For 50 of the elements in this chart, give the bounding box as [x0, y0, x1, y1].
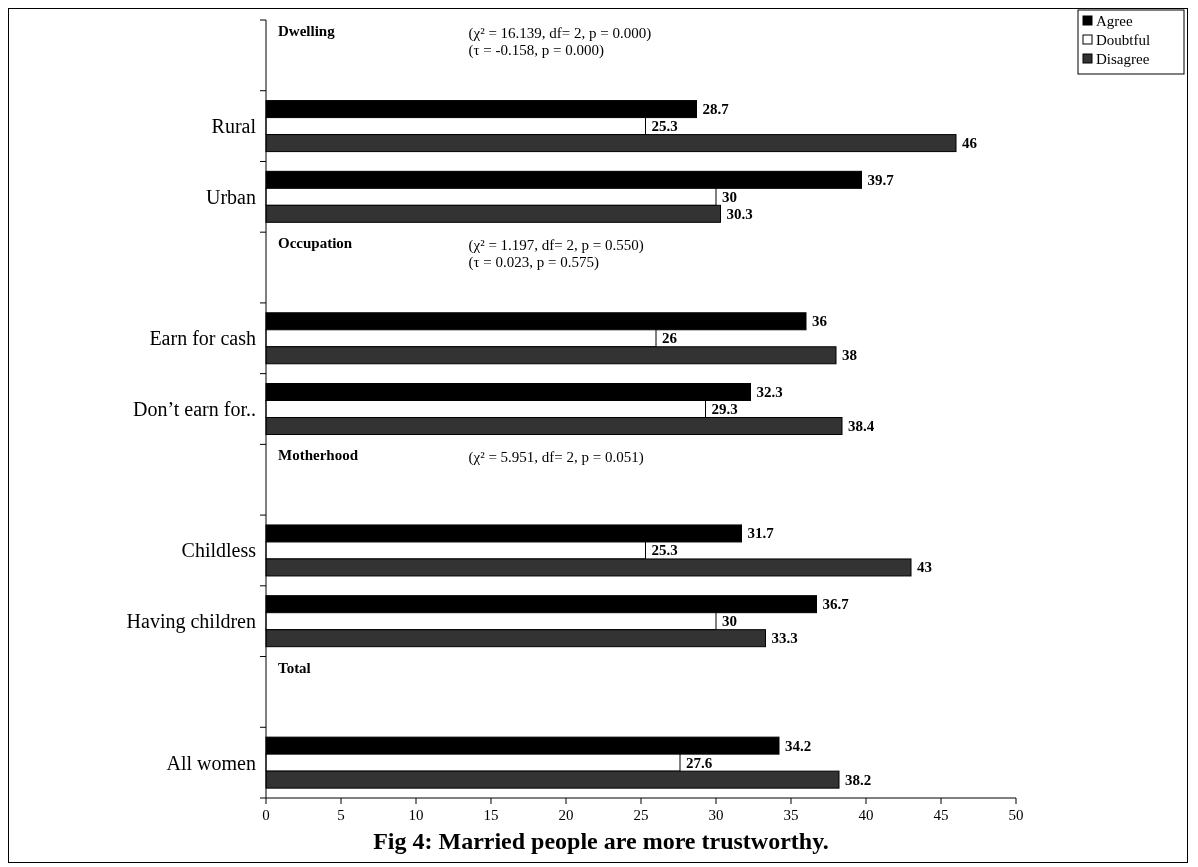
legend-label: Disagree	[1096, 51, 1150, 67]
data-label: 33.3	[771, 630, 798, 647]
x-tick-label: 30	[708, 807, 724, 823]
x-tick-label: 40	[858, 807, 874, 823]
annotation: (χ² = 5.951, df= 2, p = 0.051)	[468, 449, 644, 467]
x-tick-label: 50	[1008, 807, 1024, 823]
x-tick-label: 35	[783, 807, 799, 823]
y-tick-label: Rural	[211, 115, 257, 138]
x-tick-label: 20	[558, 807, 574, 823]
data-label: 39.7	[867, 171, 895, 188]
text: Fig 4: Married people are more trustworthy.	[373, 828, 829, 854]
x-tick-label: 10	[408, 807, 424, 823]
data-label: 38.2	[845, 771, 872, 788]
data-label: 30	[722, 613, 737, 630]
y-tick-label: All women	[166, 751, 256, 774]
y-tick-label: Dwelling	[278, 23, 336, 39]
y-tick-label: Total	[278, 659, 311, 676]
x-tick-label: 25	[633, 807, 649, 823]
data-label: 26	[662, 330, 678, 347]
data-label: 30	[722, 188, 737, 205]
x-tick-label: 45	[933, 807, 949, 823]
legend-label: Doubtful	[1096, 32, 1151, 48]
annotation: (χ² = 16.139, df= 2, p = 0.000) (τ = -0.158, p = 0.000)	[468, 25, 652, 59]
data-label: 25.3	[651, 118, 678, 135]
data-label: 38.4	[848, 418, 875, 434]
y-tick-label: Having children	[126, 610, 256, 634]
x-tick-label: 15	[483, 807, 499, 823]
data-label: 30.3	[726, 205, 753, 222]
y-tick-label: Motherhood	[278, 447, 359, 464]
y-tick-label: Don’t earn for..	[133, 398, 256, 420]
x-tick-label: 5	[337, 807, 345, 823]
data-label: 36.7	[822, 596, 850, 613]
x-tick-label: 0	[262, 807, 270, 823]
data-label: 34.2	[785, 737, 812, 754]
data-label: 46	[962, 135, 978, 152]
data-label: 36	[812, 313, 828, 330]
legend-label: Agree	[1096, 13, 1133, 29]
data-label: 31.7	[747, 525, 775, 542]
y-tick-label: Earn for cash	[149, 327, 256, 350]
data-label: 43	[917, 559, 932, 576]
annotation: (χ² = 1.197, df= 2, p = 0.550) (τ = 0.023, p = 0.575)	[468, 237, 644, 272]
data-label: 32.3	[756, 384, 783, 400]
y-tick-label: Childless	[181, 539, 257, 562]
data-label: 27.6	[686, 754, 713, 771]
data-label: 28.7	[702, 101, 730, 118]
y-tick-label: Urban	[206, 185, 256, 208]
data-label: 38	[842, 347, 857, 364]
y-tick-label: Occupation	[278, 235, 353, 252]
data-label: 25.3	[651, 542, 678, 559]
data-label: 29.3	[711, 401, 738, 417]
